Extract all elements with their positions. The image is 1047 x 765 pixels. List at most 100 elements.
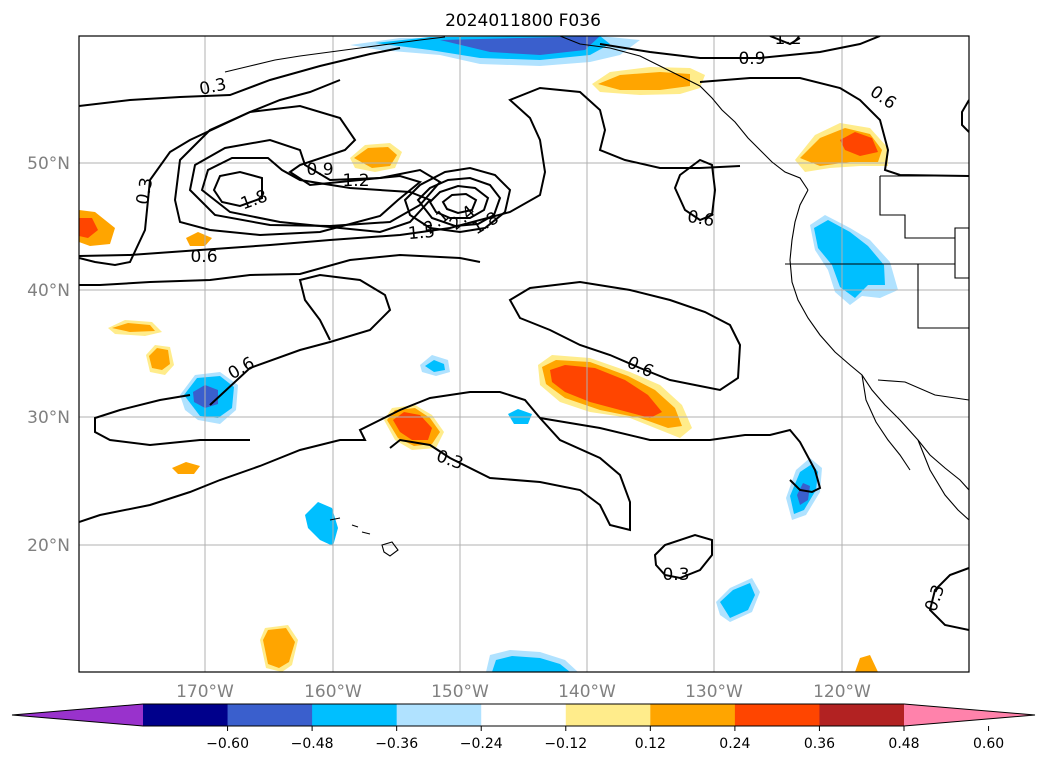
colorbar-tick-label: −0.60 xyxy=(206,736,249,752)
pos-blob-south-w-core xyxy=(263,628,295,668)
colorbar-segment xyxy=(565,704,651,726)
colorbar-tick-label: 0.12 xyxy=(635,736,666,752)
contour-1.5-ring xyxy=(200,157,432,234)
colorbar-segment xyxy=(227,704,313,726)
contour-label: 0.6 xyxy=(190,247,217,267)
contour-0.6-small-bc xyxy=(673,158,717,222)
colorbar-extend-high xyxy=(904,704,1035,726)
contour-label: 0.6 xyxy=(686,207,716,231)
colorbar-tick-label: −0.24 xyxy=(460,736,503,752)
neg-blob-south-core xyxy=(492,656,570,672)
colorbar-tick-label: −0.48 xyxy=(291,736,334,752)
colorbar-segment xyxy=(481,704,567,726)
neg-blob-baja-deep xyxy=(797,483,810,505)
colorbar-segment xyxy=(734,704,820,726)
contour-0.6-northeast xyxy=(699,77,969,177)
colorbar-tick-label: −0.12 xyxy=(544,736,587,752)
colorbar-tick-label: 0.24 xyxy=(719,736,750,752)
contour-0.3-south-e xyxy=(653,533,713,580)
contour-2.1-ring xyxy=(416,176,502,228)
pos-blob-small-w4 xyxy=(172,462,200,474)
border-states-1 xyxy=(785,176,955,265)
lon-tick-label: 150°W xyxy=(431,682,489,702)
contour-label: 0.9 xyxy=(738,49,765,69)
contour-0.3-west xyxy=(79,79,341,267)
coast-hawaii xyxy=(329,517,399,557)
lat-tick-labels: 50°N 40°N 30°N 20°N xyxy=(27,154,70,556)
lon-tick-label: 160°W xyxy=(304,682,362,702)
graticule xyxy=(79,36,969,672)
contour-0.9-ring xyxy=(173,104,423,237)
pos-blob-small-w3-core xyxy=(149,348,170,370)
contour-0.9-northeast xyxy=(599,36,881,59)
contour-label: 0.3 xyxy=(662,565,689,585)
contour-label: 0.3 xyxy=(133,176,157,206)
border-states-2 xyxy=(917,227,969,329)
map-frame xyxy=(78,35,970,673)
contour-1.8-west xyxy=(212,170,263,208)
colorbar-segment xyxy=(819,704,905,726)
figure-title: 2024011800 F036 xyxy=(445,11,601,31)
lon-tick-label: 130°W xyxy=(685,682,743,702)
contour-0.6-central xyxy=(94,273,392,447)
contour-label: 1.2 xyxy=(774,29,801,49)
contour-lines xyxy=(79,36,969,631)
shaded-negative-regions xyxy=(180,36,898,672)
colorbar-tick-label: 0.60 xyxy=(973,736,1004,752)
lat-tick-label: 50°N xyxy=(27,154,70,174)
coast-us-west xyxy=(789,189,969,491)
lon-tick-label: 140°W xyxy=(558,682,616,702)
neg-blob-california-core xyxy=(814,220,885,298)
lon-tick-label: 170°W xyxy=(176,682,234,702)
contour-0.6-main xyxy=(79,86,741,257)
lat-tick-label: 40°N xyxy=(27,281,70,301)
lon-tick-label: 120°W xyxy=(813,682,871,702)
pos-blob-alaska-core xyxy=(598,72,690,90)
contour-2.7-core xyxy=(441,192,478,215)
colorbar-segment xyxy=(312,704,398,726)
contour-0.3-east-loop xyxy=(539,417,822,494)
contour-0.6-east-loop xyxy=(508,280,742,392)
map-panel: 0.3 0.3 0.3 0.3 0.3 0.6 0.6 0.6 0.6 0.6 … xyxy=(78,29,970,673)
colorbar: −0.60 −0.48 −0.36 −0.24 −0.12 0.12 0.24 0.36 0.4… xyxy=(11,703,1036,752)
pos-blob-west-edge-core xyxy=(79,218,98,238)
neg-blob-small-1-core xyxy=(425,360,445,372)
colorbar-segment xyxy=(396,704,482,726)
contour-0.3-north xyxy=(79,47,401,107)
contour-east-edge xyxy=(961,99,969,133)
contour-2.4-ring xyxy=(428,184,490,219)
contour-label: 1.2 xyxy=(342,171,369,191)
coast-mexico xyxy=(917,439,969,521)
colorbar-tick-label: 0.36 xyxy=(804,736,835,752)
colorbar-extend-low xyxy=(12,704,143,726)
neg-blob-north-edge-deep xyxy=(440,36,600,55)
coast-aleutians xyxy=(224,36,446,73)
pos-blob-small-w2-core xyxy=(112,323,155,332)
contour-0.3-south xyxy=(79,391,631,532)
lat-tick-label: 30°N xyxy=(27,408,70,428)
neg-blob-mexico-core xyxy=(720,583,755,618)
contour-label: 1.5 xyxy=(407,222,436,244)
colorbar-tick-label: 0.48 xyxy=(888,736,919,752)
border-us-mexico xyxy=(877,379,969,401)
colorbar-outline xyxy=(11,703,1036,727)
contour-1.2-ring xyxy=(188,138,442,228)
pos-blob-east-deep xyxy=(550,365,662,418)
neg-blob-hawaii-north xyxy=(305,502,338,546)
contour-0.3-southeast xyxy=(928,567,969,631)
contour-1.2-northeast xyxy=(769,36,801,46)
coast-alaska-panhandle xyxy=(559,36,809,191)
contour-0.6-wide xyxy=(79,253,481,286)
contour-1.8-east xyxy=(403,166,512,234)
pos-blob-bc-deep xyxy=(840,132,878,156)
coast-baja xyxy=(861,374,911,471)
lat-tick-label: 20°N xyxy=(27,536,70,556)
pos-blob-south-e xyxy=(855,655,878,672)
colorbar-segment xyxy=(650,704,736,726)
lon-tick-labels: 170°W 160°W 150°W 140°W 130°W 120°W xyxy=(176,682,871,702)
colorbar-tick-label: −0.36 xyxy=(375,736,418,752)
colorbar-segment xyxy=(143,704,229,726)
contour-label-group: 0.3 0.3 0.3 0.3 0.3 0.6 0.6 0.6 0.6 0.6 … xyxy=(133,29,949,614)
pos-blob-central-deep xyxy=(393,412,432,440)
